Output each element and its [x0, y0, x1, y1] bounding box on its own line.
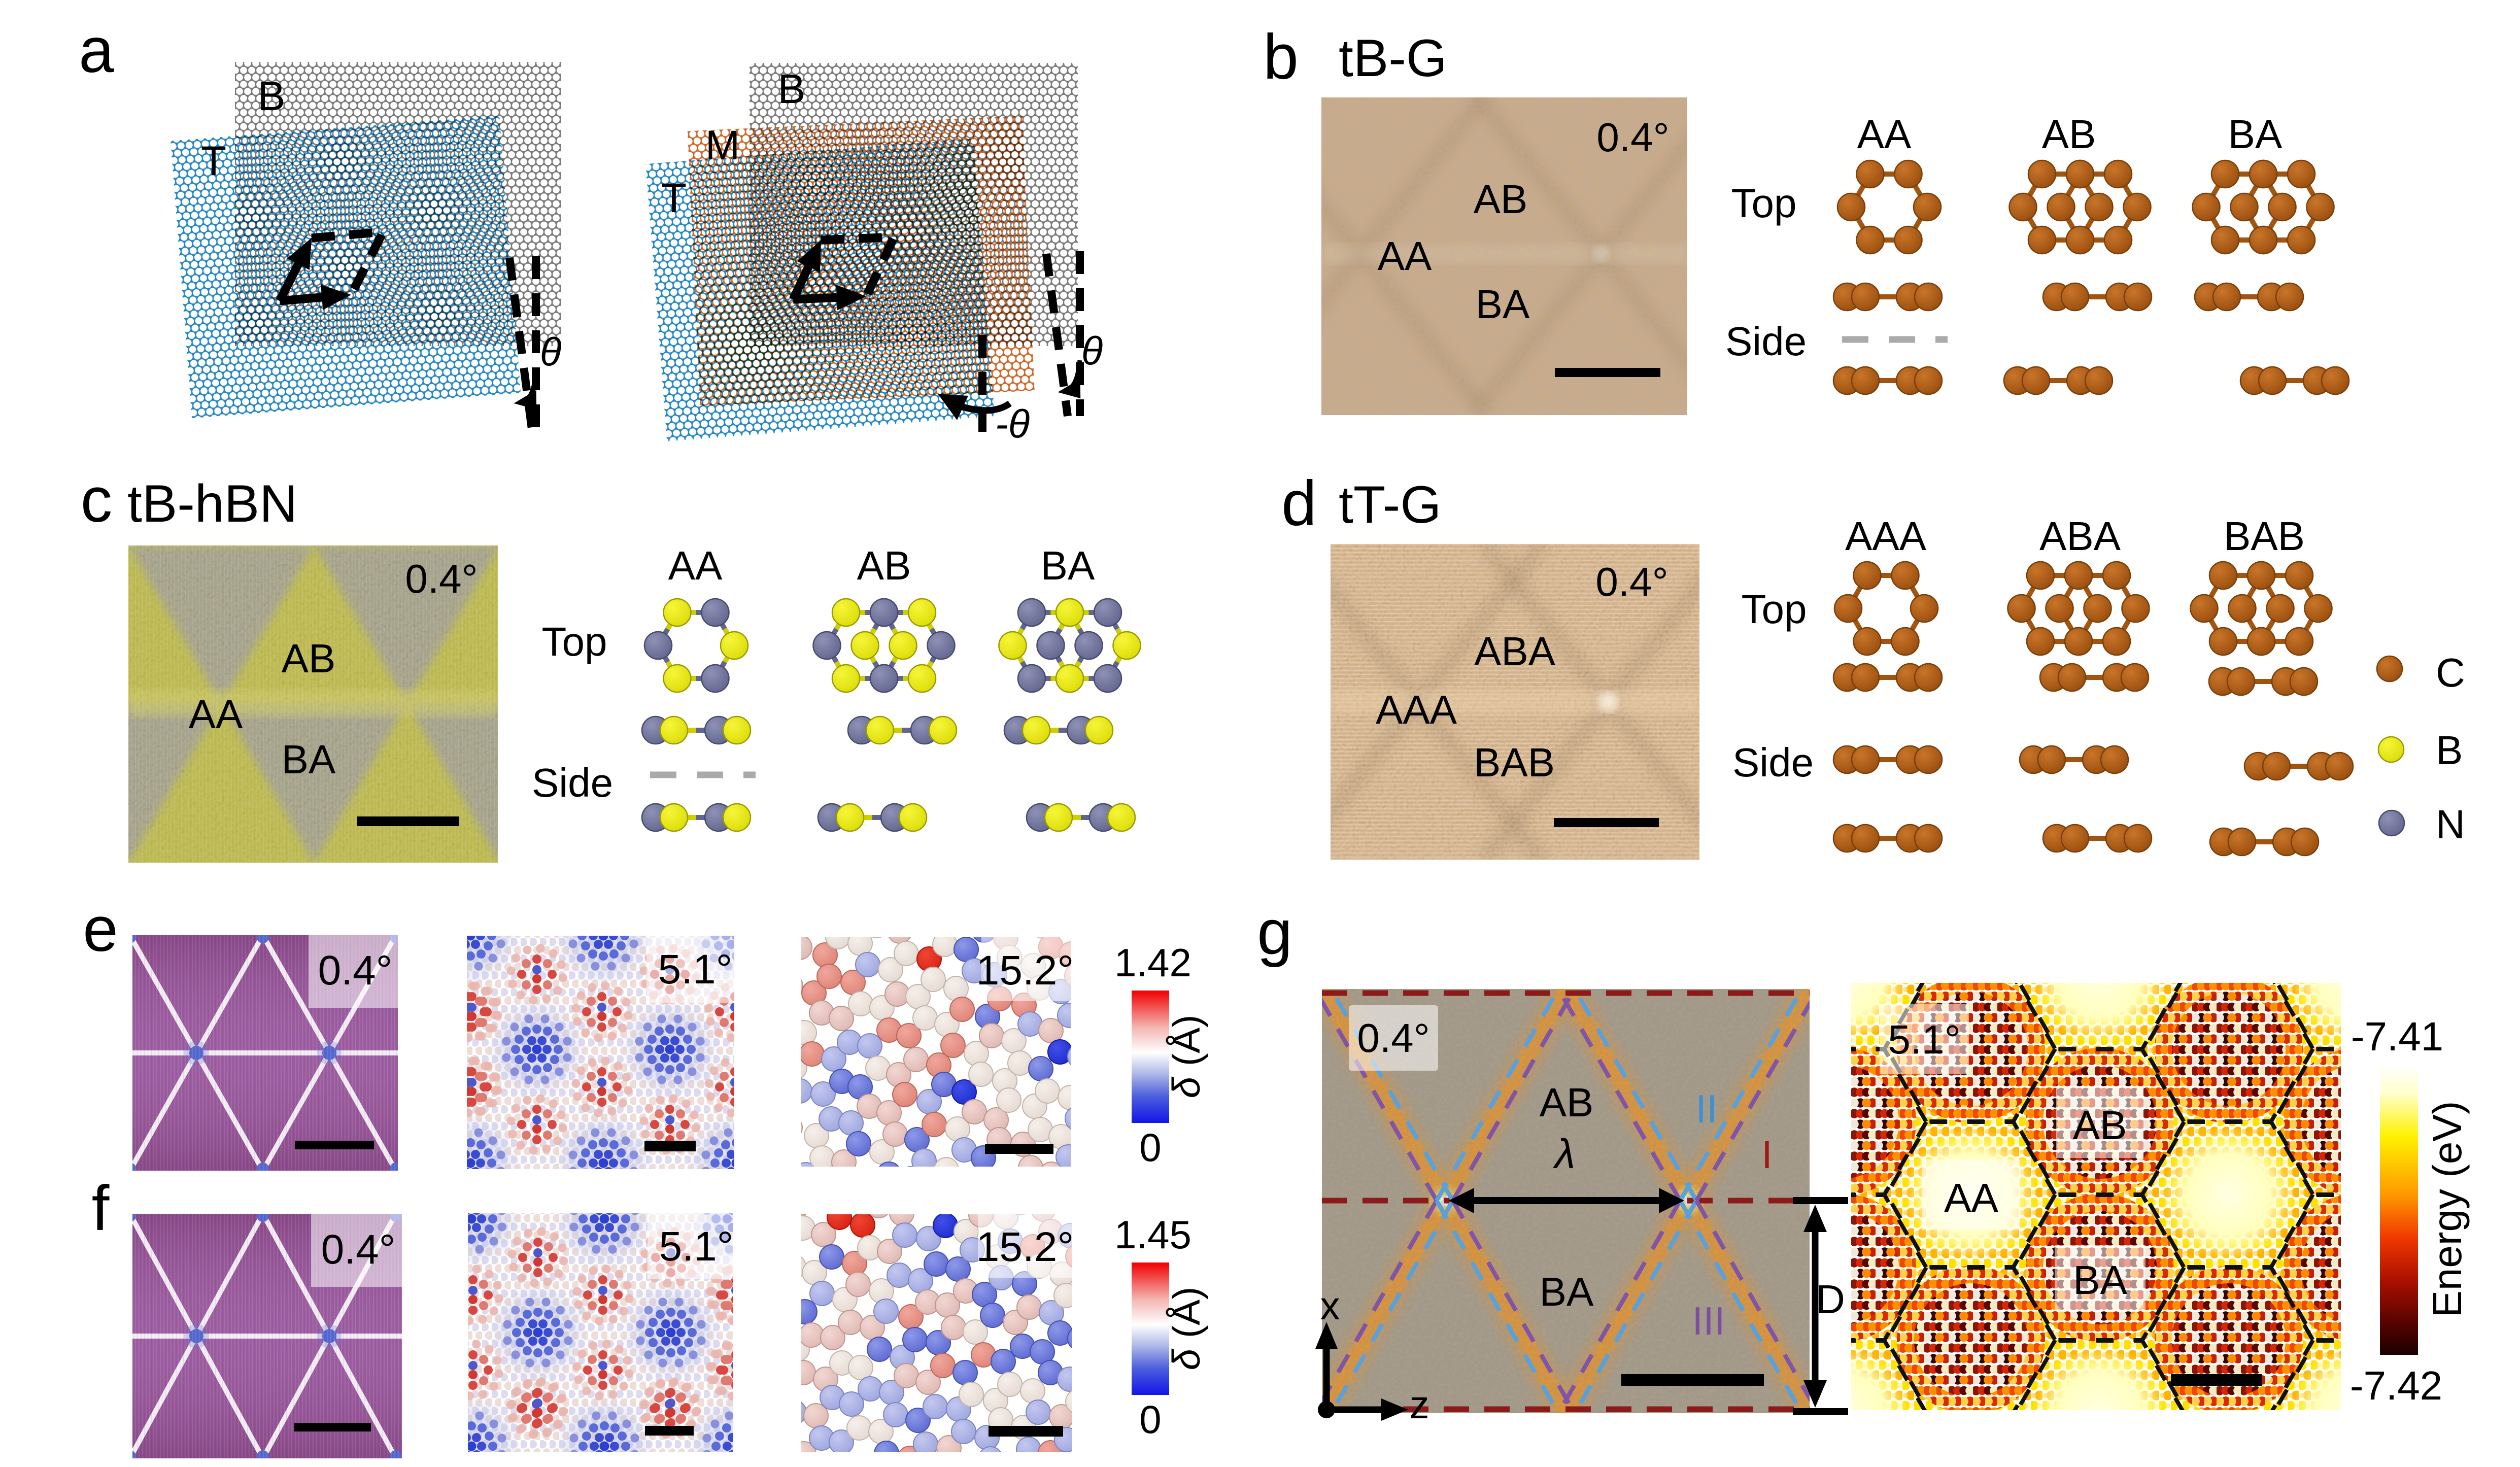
svg-text:f: f	[92, 1173, 110, 1244]
svg-text:a: a	[79, 15, 114, 86]
svg-text:AAA: AAA	[1376, 687, 1457, 732]
svg-text:z: z	[1410, 1382, 1429, 1427]
svg-text:AB: AB	[1474, 177, 1528, 222]
svg-text:AB: AB	[2042, 112, 2096, 157]
svg-text:Top: Top	[542, 619, 607, 664]
svg-text:5.1°: 5.1°	[659, 1223, 734, 1270]
svg-text:AA: AA	[1378, 233, 1432, 279]
svg-text:BA: BA	[1041, 543, 1095, 588]
svg-text:BA: BA	[1476, 282, 1530, 327]
svg-text:5.1°: 5.1°	[1888, 1017, 1960, 1062]
svg-text:d: d	[1281, 468, 1317, 539]
svg-text:AB: AB	[1540, 1080, 1594, 1125]
svg-text:g: g	[1257, 897, 1292, 968]
svg-text:BAB: BAB	[2224, 514, 2305, 559]
svg-text:0.4°: 0.4°	[1357, 1015, 1429, 1061]
svg-text:Side: Side	[1732, 740, 1814, 785]
svg-text:BA: BA	[2073, 1257, 2127, 1303]
svg-text:c: c	[81, 465, 113, 535]
svg-text:AB: AB	[857, 543, 911, 588]
svg-text:5.1°: 5.1°	[658, 946, 733, 993]
svg-text:B: B	[778, 66, 806, 112]
svg-text:0: 0	[1139, 1125, 1161, 1170]
svg-text:T: T	[201, 138, 226, 184]
svg-text:T: T	[661, 175, 687, 221]
svg-text:B: B	[258, 73, 286, 119]
svg-text:tB-hBN: tB-hBN	[127, 474, 297, 533]
svg-text:e: e	[83, 894, 118, 965]
svg-text:λ: λ	[1553, 1131, 1575, 1177]
svg-text:BA: BA	[1540, 1269, 1594, 1314]
svg-text:C: C	[2436, 650, 2465, 695]
svg-text:AAA: AAA	[1845, 514, 1927, 559]
svg-text:-θ: -θ	[995, 401, 1030, 446]
svg-text:15.2°: 15.2°	[976, 947, 1074, 994]
svg-text:AA: AA	[189, 692, 243, 737]
svg-text:tT-G: tT-G	[1339, 475, 1441, 534]
svg-text:0.4°: 0.4°	[405, 556, 478, 601]
svg-text:x: x	[1320, 1283, 1340, 1328]
svg-text:III: III	[1692, 1299, 1725, 1343]
svg-text:ABA: ABA	[1474, 629, 1556, 674]
svg-text:b: b	[1263, 22, 1299, 92]
svg-text:AB: AB	[2073, 1103, 2127, 1148]
svg-text:-7.41: -7.41	[2351, 1014, 2443, 1059]
svg-text:1.42: 1.42	[1114, 940, 1191, 985]
svg-text:θ: θ	[540, 329, 561, 374]
svg-text:-7.42: -7.42	[2350, 1363, 2442, 1408]
svg-text:δ (Å): δ (Å)	[1165, 1287, 1208, 1371]
svg-text:AB: AB	[282, 636, 336, 681]
svg-text:ABA: ABA	[2039, 514, 2121, 559]
svg-text:AA: AA	[1857, 112, 1912, 157]
svg-text:0: 0	[1139, 1397, 1161, 1442]
svg-text:δ (Å): δ (Å)	[1165, 1015, 1208, 1099]
svg-text:D: D	[1816, 1277, 1845, 1322]
svg-text:Energy (eV): Energy (eV)	[2425, 1101, 2470, 1318]
svg-text:0.4°: 0.4°	[1595, 559, 1668, 604]
svg-text:tB-G: tB-G	[1339, 29, 1447, 88]
svg-text:0.4°: 0.4°	[321, 1226, 396, 1273]
svg-text:Side: Side	[1725, 319, 1807, 364]
svg-text:B: B	[2436, 728, 2463, 773]
svg-text:BA: BA	[282, 737, 336, 782]
svg-text:M: M	[705, 122, 740, 168]
svg-text:0.4°: 0.4°	[318, 947, 393, 994]
svg-text:I: I	[1761, 1132, 1773, 1177]
svg-text:Top: Top	[1742, 587, 1807, 632]
svg-text:AA: AA	[668, 543, 723, 588]
svg-text:II: II	[1695, 1086, 1717, 1131]
svg-text:15.2°: 15.2°	[976, 1224, 1074, 1270]
svg-text:N: N	[2436, 802, 2465, 847]
svg-text:θ: θ	[1081, 328, 1103, 373]
svg-text:AA: AA	[1944, 1175, 1998, 1220]
svg-text:Top: Top	[1731, 181, 1797, 226]
svg-text:Side: Side	[532, 760, 613, 805]
svg-text:1.45: 1.45	[1114, 1212, 1191, 1257]
svg-text:BA: BA	[2228, 112, 2283, 157]
svg-text:0.4°: 0.4°	[1596, 115, 1669, 160]
svg-text:BAB: BAB	[1474, 740, 1555, 785]
